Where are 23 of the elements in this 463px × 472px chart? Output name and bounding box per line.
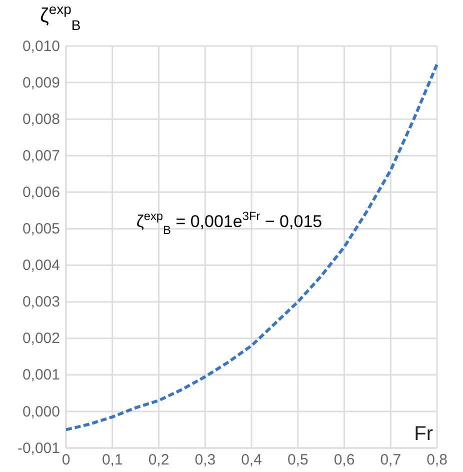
y-tick-label: 0,003: [22, 294, 60, 311]
x-tick-label: 0,1: [102, 452, 123, 469]
y-tick-label: 0,005: [22, 220, 60, 238]
x-tick-label: 0: [62, 452, 70, 469]
x-tick-label: 0,4: [241, 452, 262, 469]
y-tick-label: 0,008: [22, 110, 60, 128]
y-tick-label: 0,009: [22, 74, 60, 92]
y-tick-label: 0,001: [22, 366, 60, 384]
x-axis-title: Fr: [414, 423, 434, 445]
x-tick-label: 0,5: [287, 452, 308, 469]
y-tick-label: 0,010: [22, 38, 60, 55]
y-tick-label: 0,004: [22, 257, 60, 274]
x-tick-label: 0,8: [426, 452, 448, 469]
y-tick-label: 0,000: [22, 403, 60, 420]
x-tick-label: 0,7: [380, 452, 402, 469]
y-tick-label: 0,006: [22, 184, 60, 201]
y-tick-label: 0,002: [22, 330, 60, 348]
x-tick-label: 0,2: [148, 452, 170, 469]
x-tick-label: 0,6: [334, 452, 355, 469]
y-tick-label: 0,007: [22, 147, 60, 164]
annotation: ζ$^{exp}$$_{B}$ = 0,001e$^{3Fr}$ − 0,015: [136, 208, 322, 237]
y-tick-label: -0,001: [17, 440, 60, 457]
x-tick-label: 0,3: [194, 452, 216, 469]
